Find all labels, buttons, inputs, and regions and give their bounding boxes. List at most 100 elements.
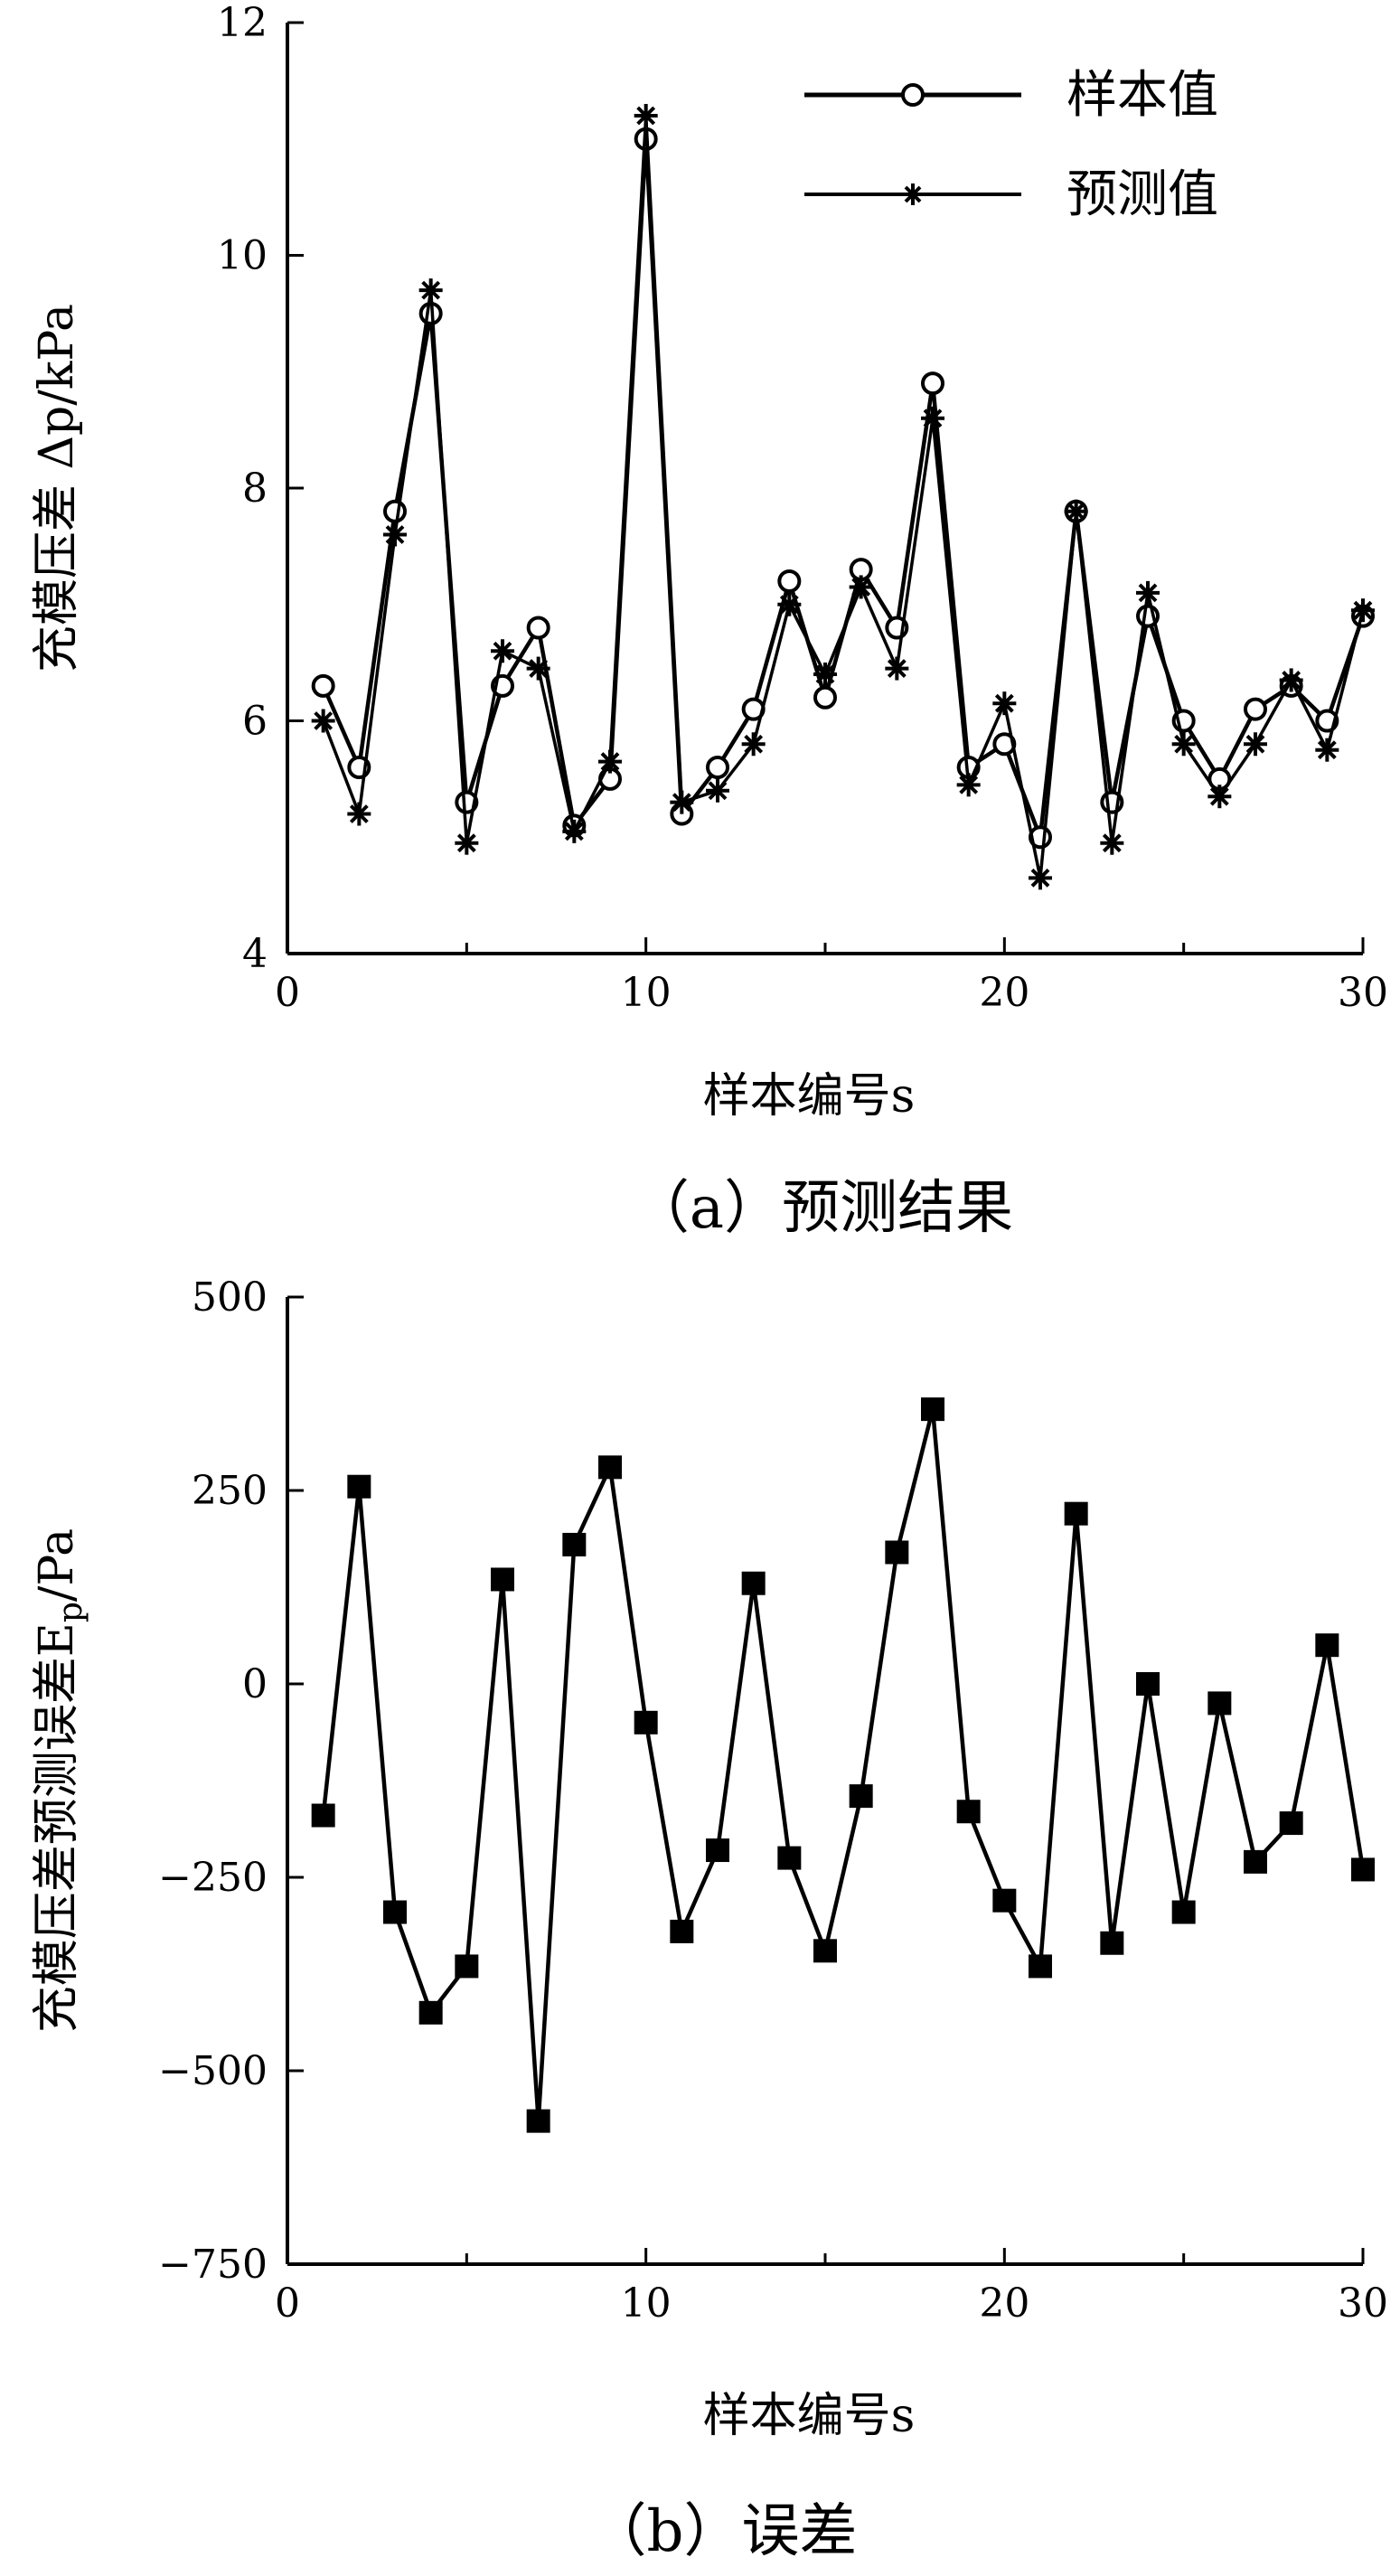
chart-prediction-error: 0 10 20 30 500 250 0 −250 −500 −750 充模压差预测误差Ep/Pa… — [30, 1274, 1388, 2565]
data-point-asterisk — [992, 691, 1017, 716]
y-tick-label: −500 — [158, 2048, 268, 2094]
data-point-square — [1207, 1691, 1232, 1716]
series-line-circle — [321, 138, 1366, 839]
chart-prediction-results: 0 10 20 30 4 6 8 10 12 充模压差 Δp/kPa 样本编号s 样本值 预测值 — [30, 0, 1388, 1242]
x-tick-label: 30 — [1338, 970, 1388, 1016]
chart-a-caption: （a）预测结果 — [632, 1175, 1013, 1242]
data-point-square — [1351, 1857, 1375, 1882]
chart-b-y-label-subscript: p — [52, 1602, 89, 1622]
data-point-asterisk — [921, 406, 944, 430]
chart-b-y-label-main: 充模压差预测误差E — [30, 1622, 84, 2033]
data-point-square — [706, 1838, 729, 1863]
chart-a-legend: 样本值 预测值 — [804, 66, 1218, 224]
data-point-circle — [1244, 697, 1267, 721]
data-point-asterisk — [634, 104, 658, 127]
data-point-asterisk — [706, 778, 729, 803]
y-tick-label: 500 — [192, 1274, 268, 1321]
data-point-square — [1100, 1931, 1124, 1955]
data-point-asterisk — [526, 656, 550, 681]
y-tick-label: −750 — [158, 2242, 268, 2288]
data-point-asterisk — [1029, 866, 1052, 890]
data-point-asterisk — [1351, 598, 1375, 623]
series-line-square — [321, 1408, 1366, 2121]
x-tick-label: 20 — [979, 970, 1029, 1016]
data-point-asterisk — [885, 656, 909, 681]
chart-b-axes — [286, 1295, 1365, 2266]
data-point-square — [562, 1532, 587, 1556]
legend-marker-asterisk — [902, 183, 924, 205]
x-tick-label: 10 — [621, 970, 672, 1016]
data-point-asterisk — [1136, 580, 1160, 605]
data-point-asterisk — [491, 639, 514, 663]
data-point-square — [849, 1784, 873, 1809]
data-point-square — [885, 1540, 909, 1565]
x-tick-label: 0 — [275, 2280, 300, 2327]
data-point-asterisk — [311, 709, 335, 733]
x-tick-label: 0 — [275, 970, 300, 1016]
chart-a-tick-labels: 0 10 20 30 4 6 8 10 12 — [217, 0, 1388, 1016]
data-point-asterisk — [741, 732, 766, 757]
chart-b-y-axis-label: 充模压差预测误差Ep/Pa — [30, 1528, 89, 2033]
data-point-square — [634, 1710, 658, 1735]
chart-b-x-axis-label: 样本编号s — [703, 2389, 916, 2443]
y-tick-label: 10 — [217, 233, 268, 279]
x-tick-label: 10 — [621, 2280, 672, 2327]
data-point-square — [1244, 1849, 1267, 1874]
data-point-square — [1029, 1954, 1052, 1979]
data-point-square — [526, 2109, 550, 2133]
data-point-asterisk — [562, 819, 587, 843]
data-point-asterisk — [670, 790, 694, 814]
legend-label-predicted: 预测值 — [1066, 165, 1218, 224]
y-tick-label: 8 — [242, 465, 268, 512]
chart-a-x-axis-label: 样本编号s — [703, 1069, 916, 1123]
data-point-asterisk — [813, 663, 837, 686]
y-tick-label: 6 — [242, 699, 268, 745]
series-line-asterisk — [322, 115, 1365, 879]
data-point-square — [670, 1919, 694, 1943]
legend-label-sample: 样本值 — [1066, 66, 1218, 125]
chart-b-series — [311, 1397, 1375, 2133]
data-point-asterisk — [956, 773, 981, 797]
data-point-asterisk — [1244, 732, 1267, 757]
data-point-asterisk — [455, 831, 479, 855]
data-point-square — [418, 2000, 443, 2025]
data-point-circle — [455, 790, 479, 814]
data-point-asterisk — [777, 592, 802, 616]
data-point-square — [598, 1455, 622, 1480]
data-point-asterisk — [598, 749, 622, 774]
data-point-square — [1279, 1811, 1303, 1836]
data-point-square — [921, 1397, 944, 1422]
data-point-asterisk — [1279, 668, 1303, 692]
data-point-asterisk — [1064, 499, 1088, 523]
legend-item-sample: 样本值 — [804, 66, 1218, 125]
data-point-circle — [383, 499, 407, 523]
legend-marker-circle — [901, 83, 925, 107]
data-point-circle — [777, 569, 802, 593]
y-tick-label: 0 — [242, 1661, 268, 1707]
y-tick-label: 4 — [242, 931, 268, 977]
data-point-asterisk — [1171, 732, 1196, 757]
chart-a-series — [311, 104, 1375, 890]
data-point-asterisk — [849, 575, 873, 599]
data-point-circle — [921, 371, 944, 396]
data-point-square — [1064, 1501, 1088, 1526]
data-point-asterisk — [1100, 831, 1124, 855]
data-point-asterisk — [1207, 785, 1232, 809]
y-tick-label: −250 — [158, 1855, 268, 1901]
data-point-square — [311, 1803, 335, 1828]
data-point-circle — [813, 685, 837, 710]
data-point-circle — [311, 673, 335, 698]
chart-b-caption: （b）误差 — [589, 2498, 858, 2565]
legend-item-predicted: 预测值 — [804, 165, 1218, 224]
data-point-asterisk — [347, 802, 371, 826]
data-point-square — [956, 1800, 981, 1824]
data-point-square — [383, 1900, 407, 1924]
data-point-circle — [706, 756, 729, 779]
y-tick-label: 12 — [217, 0, 268, 46]
chart-a-y-axis-label: 充模压差 Δp/kPa — [30, 304, 84, 672]
x-tick-label: 30 — [1338, 2280, 1388, 2327]
y-tick-label: 250 — [192, 1468, 268, 1514]
chart-b-y-label-unit: /Pa — [30, 1528, 84, 1602]
data-point-square — [347, 1474, 371, 1499]
data-point-square — [491, 1567, 514, 1592]
